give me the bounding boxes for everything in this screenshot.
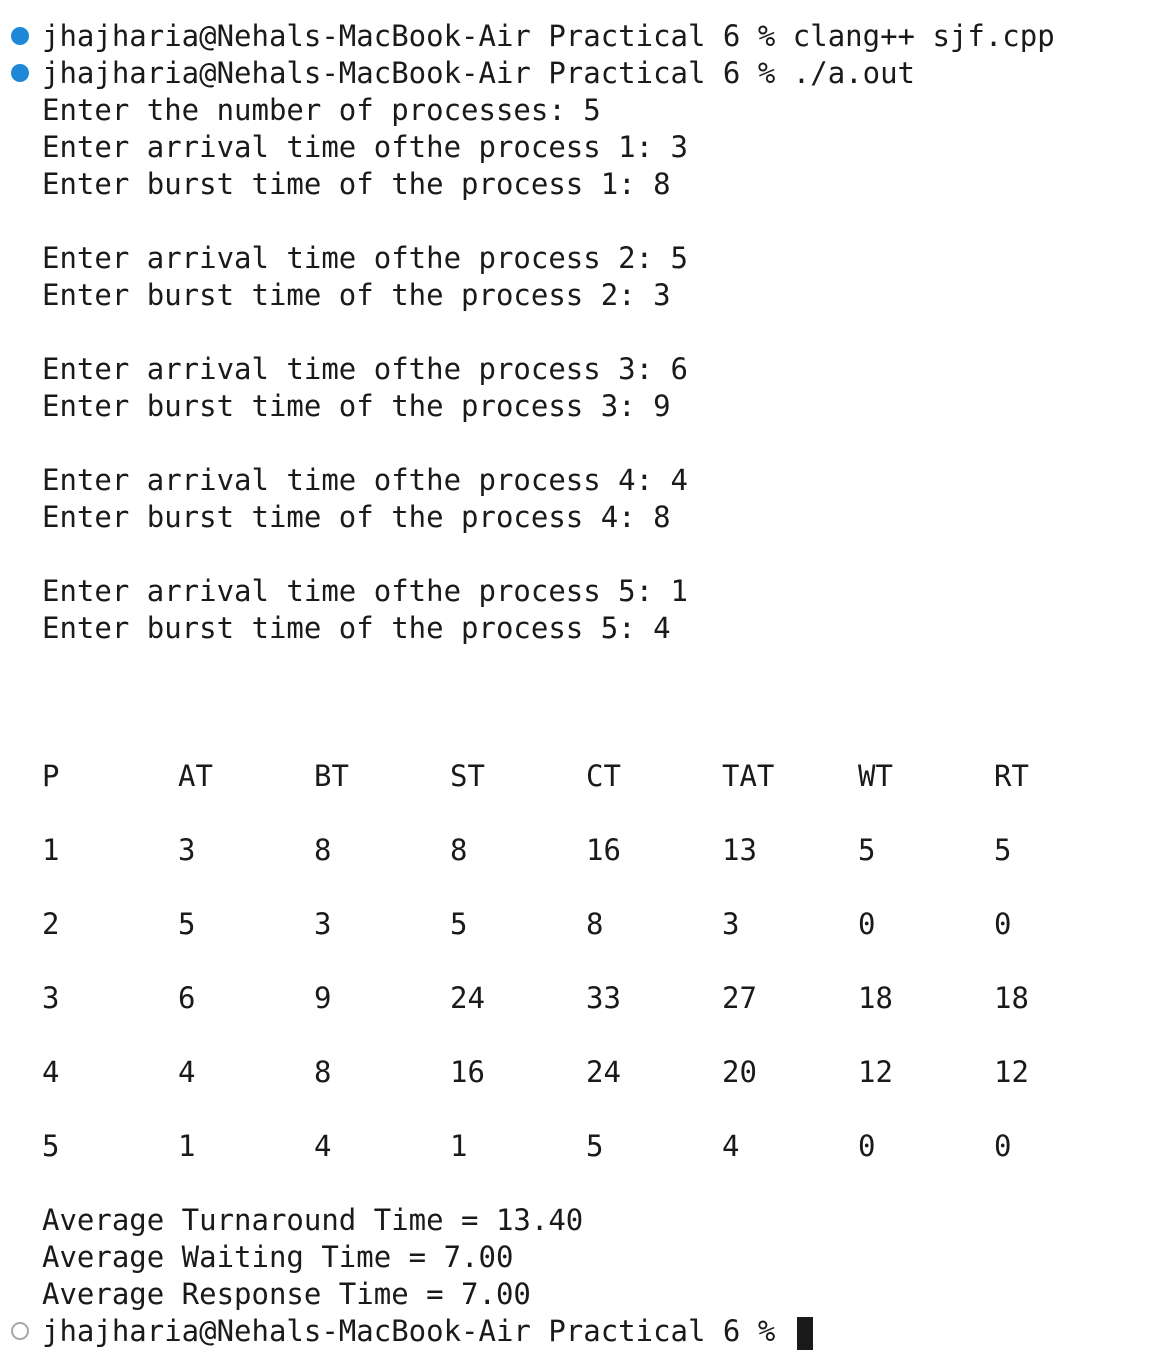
command-line: jhajharia@Nehals-MacBook-Air Practical 6… bbox=[42, 55, 915, 92]
command-success-icon[interactable] bbox=[11, 27, 29, 45]
prompt-text: jhajharia@Nehals-MacBook-Air Practical 6… bbox=[42, 1314, 776, 1348]
table-cell-rt: 0 bbox=[994, 907, 1012, 941]
table-cell-wt: 12 bbox=[858, 1055, 893, 1089]
table-cell-st: 16 bbox=[450, 1055, 485, 1089]
table-header-wt: WT bbox=[858, 759, 893, 793]
table-cell-tat: 13 bbox=[722, 833, 757, 867]
command-text: ./a.out bbox=[792, 56, 915, 90]
current-prompt-line[interactable]: jhajharia@Nehals-MacBook-Air Practical 6… bbox=[42, 1313, 813, 1350]
table-header-tat: TAT bbox=[722, 759, 775, 793]
output-line: Enter burst time of the process 3: 9 bbox=[42, 389, 671, 423]
table-cell-bt: 8 bbox=[314, 1055, 332, 1089]
output-line: Enter arrival time ofthe process 5: 1 bbox=[42, 574, 689, 608]
average-turnaround-time: Average Turnaround Time = 13.40 bbox=[42, 1203, 584, 1237]
command-success-icon[interactable] bbox=[11, 64, 29, 82]
command-pending-icon bbox=[11, 1322, 29, 1340]
table-cell-p: 1 bbox=[42, 833, 60, 867]
output-line: Enter arrival time ofthe process 4: 4 bbox=[42, 463, 689, 497]
table-header-rt: RT bbox=[994, 759, 1029, 793]
table-cell-at: 6 bbox=[178, 981, 196, 1015]
table-cell-at: 1 bbox=[178, 1129, 196, 1163]
output-line: Enter arrival time ofthe process 1: 3 bbox=[42, 130, 689, 164]
output-line: Enter burst time of the process 5: 4 bbox=[42, 611, 671, 645]
average-waiting-time: Average Waiting Time = 7.00 bbox=[42, 1240, 514, 1274]
table-cell-ct: 5 bbox=[586, 1129, 604, 1163]
table-cell-bt: 3 bbox=[314, 907, 332, 941]
table-cell-tat: 4 bbox=[722, 1129, 740, 1163]
average-response-time: Average Response Time = 7.00 bbox=[42, 1277, 531, 1311]
table-header-at: AT bbox=[178, 759, 213, 793]
table-cell-p: 4 bbox=[42, 1055, 60, 1089]
table-cell-tat: 20 bbox=[722, 1055, 757, 1089]
table-header-st: ST bbox=[450, 759, 485, 793]
table-cell-st: 5 bbox=[450, 907, 468, 941]
table-cell-p: 3 bbox=[42, 981, 60, 1015]
table-cell-bt: 9 bbox=[314, 981, 332, 1015]
output-line: Enter burst time of the process 2: 3 bbox=[42, 278, 671, 312]
prompt-text: jhajharia@Nehals-MacBook-Air Practical 6… bbox=[42, 19, 776, 53]
table-cell-st: 8 bbox=[450, 833, 468, 867]
table-cell-st: 1 bbox=[450, 1129, 468, 1163]
table-header-p: P bbox=[42, 759, 60, 793]
command-text: clang++ sjf.cpp bbox=[792, 19, 1055, 53]
table-cell-tat: 27 bbox=[722, 981, 757, 1015]
table-cell-wt: 5 bbox=[858, 833, 876, 867]
table-cell-rt: 12 bbox=[994, 1055, 1029, 1089]
table-header-bt: BT bbox=[314, 759, 349, 793]
output-line: Enter burst time of the process 1: 8 bbox=[42, 167, 671, 201]
table-cell-bt: 8 bbox=[314, 833, 332, 867]
table-cell-rt: 18 bbox=[994, 981, 1029, 1015]
output-line: Enter arrival time ofthe process 3: 6 bbox=[42, 352, 689, 386]
table-cell-at: 5 bbox=[178, 907, 196, 941]
output-line: Enter arrival time ofthe process 2: 5 bbox=[42, 241, 689, 275]
table-cell-p: 5 bbox=[42, 1129, 60, 1163]
command-line: jhajharia@Nehals-MacBook-Air Practical 6… bbox=[42, 18, 1055, 55]
table-cell-wt: 0 bbox=[858, 907, 876, 941]
table-cell-ct: 33 bbox=[586, 981, 621, 1015]
output-line: Enter the number of processes: 5 bbox=[42, 93, 601, 127]
table-cell-ct: 24 bbox=[586, 1055, 621, 1089]
table-header-ct: CT bbox=[586, 759, 621, 793]
table-cell-st: 24 bbox=[450, 981, 485, 1015]
table-cell-tat: 3 bbox=[722, 907, 740, 941]
table-cell-rt: 5 bbox=[994, 833, 1012, 867]
table-cell-wt: 18 bbox=[858, 981, 893, 1015]
output-line: Enter burst time of the process 4: 8 bbox=[42, 500, 671, 534]
table-cell-wt: 0 bbox=[858, 1129, 876, 1163]
table-cell-p: 2 bbox=[42, 907, 60, 941]
table-cell-rt: 0 bbox=[994, 1129, 1012, 1163]
table-cell-at: 4 bbox=[178, 1055, 196, 1089]
prompt-text: jhajharia@Nehals-MacBook-Air Practical 6… bbox=[42, 56, 776, 90]
table-cell-bt: 4 bbox=[314, 1129, 332, 1163]
table-cell-ct: 16 bbox=[586, 833, 621, 867]
text-cursor bbox=[796, 1316, 813, 1350]
table-cell-at: 3 bbox=[178, 833, 196, 867]
table-cell-ct: 8 bbox=[586, 907, 604, 941]
